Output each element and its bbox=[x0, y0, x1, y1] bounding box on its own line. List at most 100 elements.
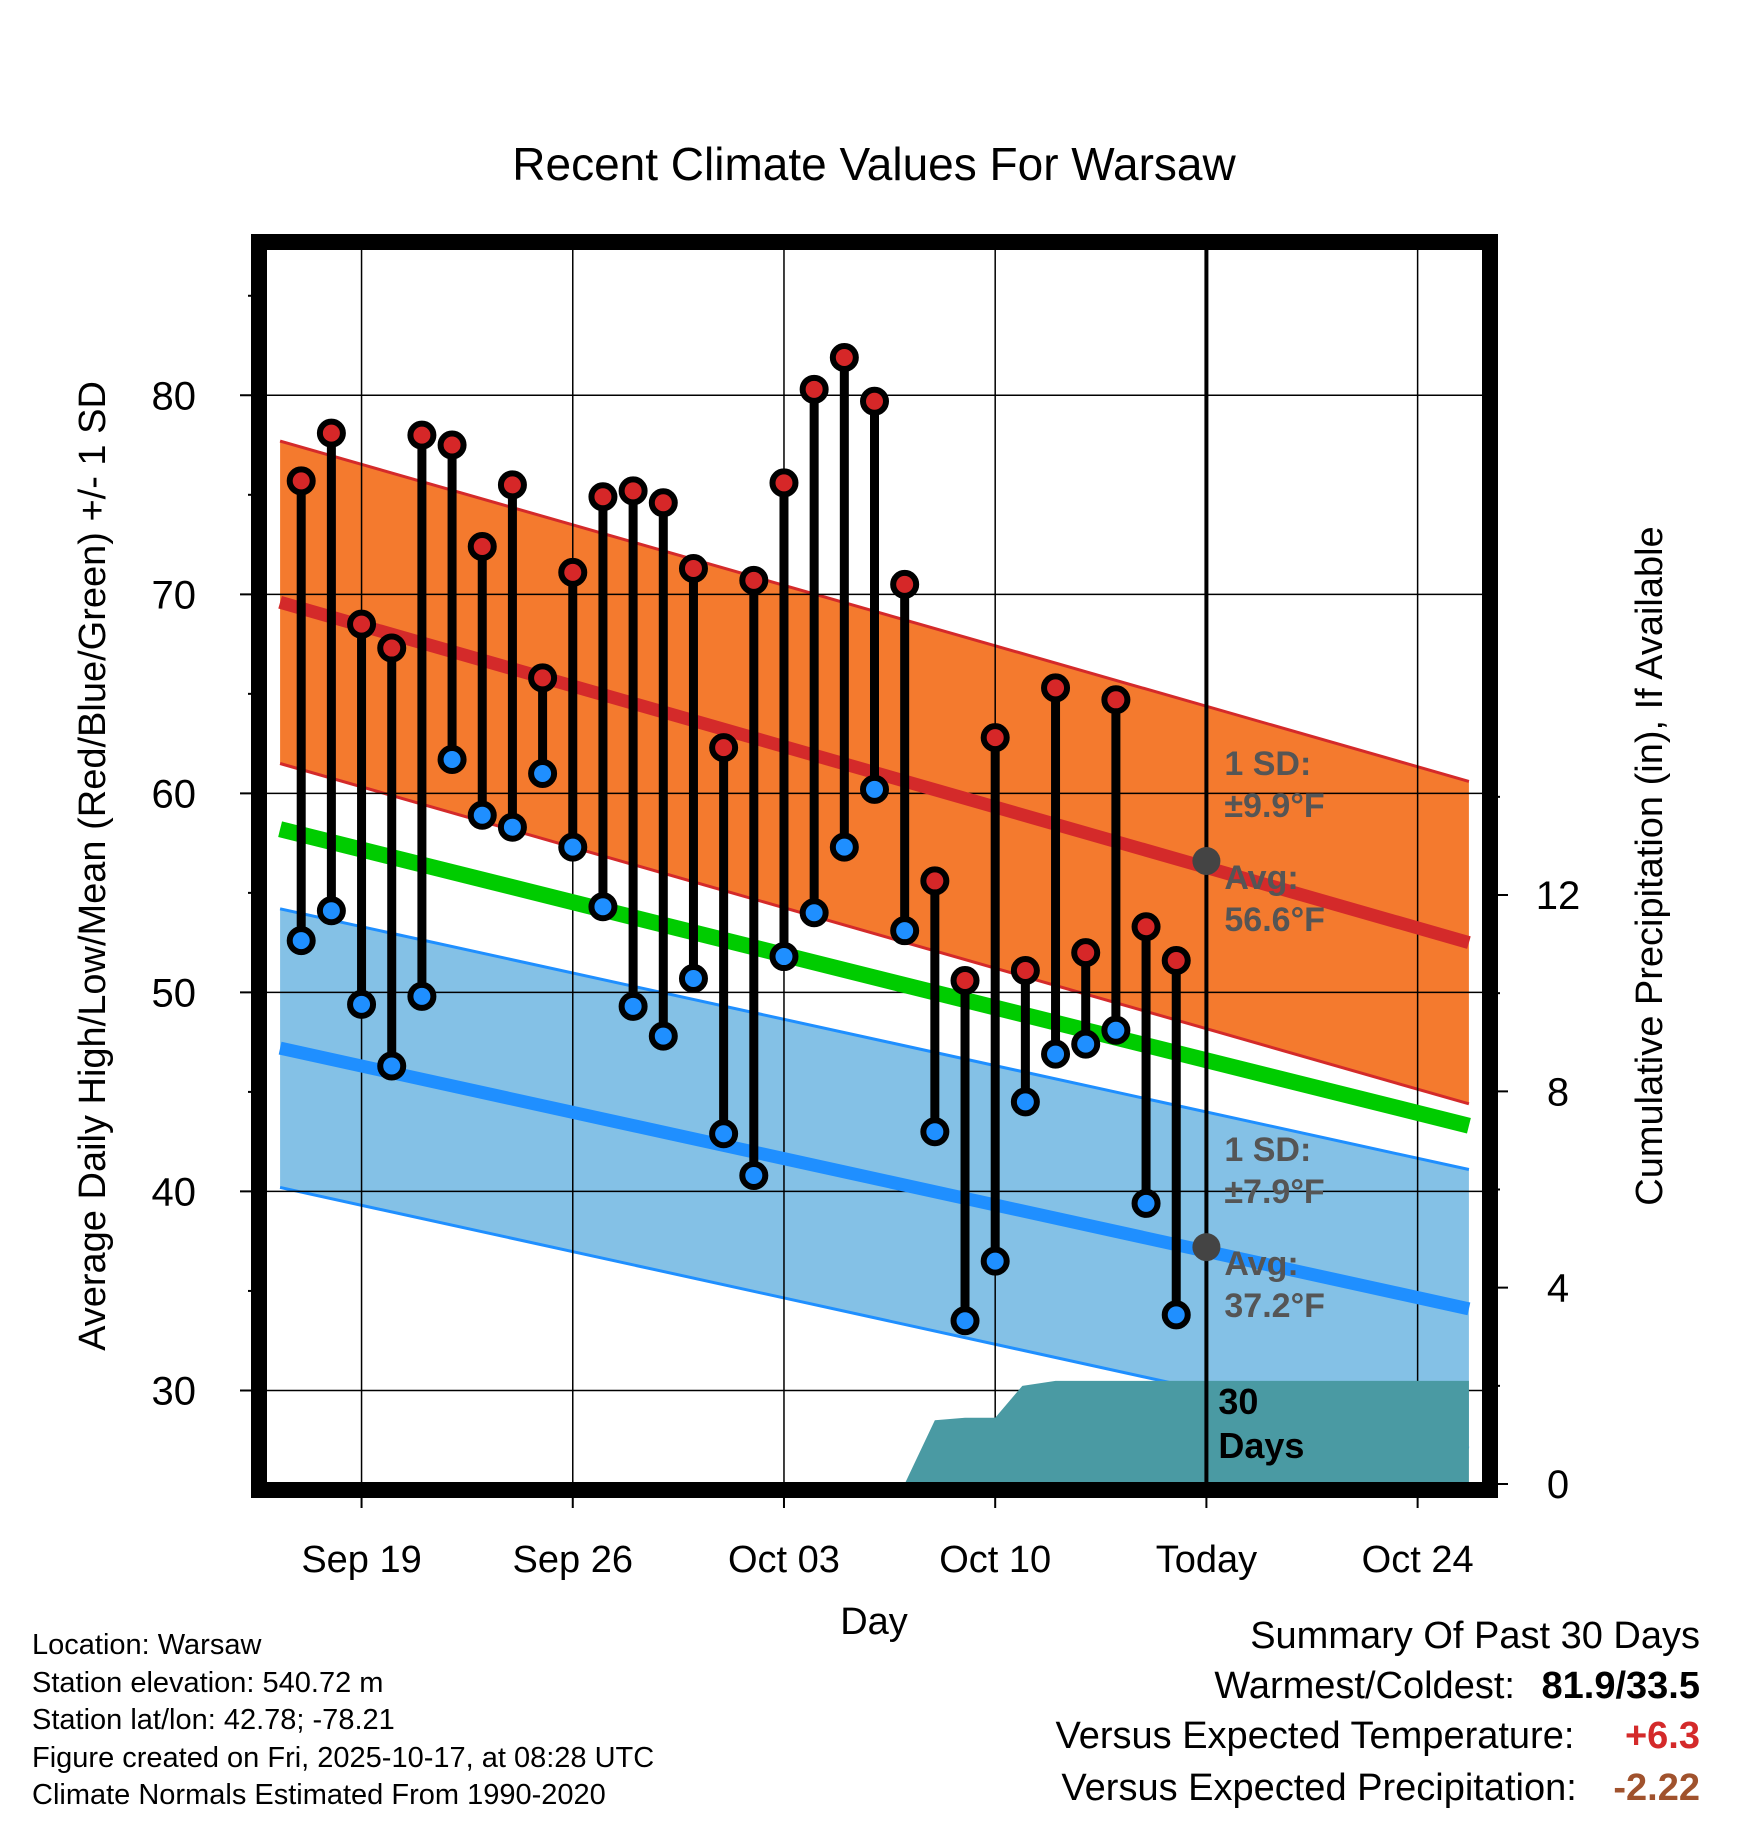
x-tick-label: Today bbox=[1156, 1539, 1257, 1581]
daily-low-point bbox=[890, 916, 920, 946]
summary-title: Summary Of Past 30 Days bbox=[1250, 1615, 1700, 1657]
annotation-high-avg-label: Avg: bbox=[1224, 859, 1298, 897]
y-axis-left: 30 40 50 60 70 80 bbox=[152, 294, 259, 1413]
y-tick-label: 30 bbox=[152, 1369, 197, 1413]
daily-high-point bbox=[286, 466, 316, 496]
meta-location: Location: Warsaw bbox=[32, 1629, 262, 1661]
daily-high-point bbox=[980, 723, 1010, 753]
meta-normals: Climate Normals Estimated From 1990-2020 bbox=[32, 1779, 606, 1811]
daily-low-point bbox=[739, 1160, 769, 1190]
daily-low-point bbox=[950, 1306, 980, 1336]
summary-temp: Versus Expected Temperature: +6.3 bbox=[1055, 1715, 1700, 1758]
summary-precip-label: Versus Expected Precipitation: bbox=[1061, 1767, 1577, 1809]
annotation-high-avg-value: 56.6°F bbox=[1224, 901, 1325, 939]
daily-low-point bbox=[1071, 1029, 1101, 1059]
daily-high-point bbox=[950, 965, 980, 995]
daily-low-point bbox=[347, 989, 377, 1019]
plot-frame bbox=[251, 234, 1498, 1498]
summary-temp-label: Versus Expected Temperature: bbox=[1055, 1715, 1575, 1757]
daily-high-point bbox=[377, 633, 407, 663]
y2-tick-label: 0 bbox=[1547, 1463, 1569, 1507]
daily-high-point bbox=[1071, 938, 1101, 968]
y-tick-label: 50 bbox=[152, 971, 197, 1015]
meta-elevation: Station elevation: 540.72 m bbox=[32, 1666, 384, 1699]
daily-high-point bbox=[618, 476, 648, 506]
daily-low-point bbox=[497, 812, 527, 842]
daily-low-point bbox=[286, 926, 316, 956]
precip-area bbox=[904, 1380, 1469, 1484]
daily-high-point bbox=[497, 470, 527, 500]
meta-latlon: Station lat/lon: 42.78; -78.21 bbox=[32, 1704, 395, 1736]
daily-high-point bbox=[1101, 685, 1131, 715]
daily-high-point bbox=[407, 420, 437, 450]
daily-high-point bbox=[1010, 955, 1040, 985]
daily-high-point bbox=[769, 468, 799, 498]
y-axis-label: Average Daily High/Low/Mean (Red/Blue/Gr… bbox=[72, 381, 114, 1351]
daily-low-point bbox=[407, 981, 437, 1011]
daily-high-point bbox=[678, 553, 708, 583]
y2-tick-label: 12 bbox=[1536, 874, 1581, 918]
daily-low-point bbox=[588, 892, 618, 922]
chart-title: Recent Climate Values For Warsaw bbox=[512, 138, 1236, 190]
daily-high-point bbox=[860, 386, 889, 416]
daily-high-point bbox=[829, 342, 859, 372]
daily-high-point bbox=[709, 733, 739, 763]
daily-high-point bbox=[890, 569, 920, 599]
annotation-low-sd-value: ±7.9°F bbox=[1224, 1173, 1324, 1211]
x-tick-label: Sep 26 bbox=[513, 1539, 633, 1581]
daily-low-point bbox=[860, 774, 889, 804]
daily-high-point bbox=[1131, 912, 1161, 942]
daily-low-point bbox=[558, 832, 588, 862]
daily-low-point bbox=[618, 991, 648, 1021]
low-sd-band-upper-edge bbox=[279, 907, 1470, 1171]
summary-temp-value: +6.3 bbox=[1624, 1715, 1700, 1757]
x-tick-label: Oct 03 bbox=[728, 1539, 840, 1581]
summary-warm-cold-value: 81.9/33.5 bbox=[1541, 1665, 1700, 1707]
x-tick-label: Oct 10 bbox=[939, 1539, 1051, 1581]
meta-created: Figure created on Fri, 2025-10-17, at 08… bbox=[32, 1741, 655, 1774]
normal-mean-line bbox=[278, 821, 1471, 1134]
summary-precip-value: -2.22 bbox=[1613, 1767, 1700, 1809]
daily-high-point bbox=[799, 374, 829, 404]
annotation-low-sd-label: 1 SD: bbox=[1224, 1131, 1311, 1169]
summary-warm-cold: Warmest/Coldest: 81.9/33.5 bbox=[1214, 1665, 1700, 1708]
daily-high-point bbox=[920, 866, 950, 896]
daily-high-point bbox=[739, 565, 769, 595]
daily-low-point bbox=[769, 942, 799, 972]
x-tick-label: Oct 24 bbox=[1362, 1539, 1474, 1581]
daily-low-point bbox=[980, 1246, 1010, 1276]
daily-low-point bbox=[316, 896, 346, 926]
summary-precip: Versus Expected Precipitation: -2.22 bbox=[1061, 1767, 1700, 1810]
y-axis-right: 0 4 8 12 bbox=[1490, 795, 1581, 1507]
annotation-high-sd-value: ±9.9°F bbox=[1224, 787, 1324, 825]
station-metadata: Location: Warsaw Station elevation: 540.… bbox=[32, 1627, 654, 1815]
daily-high-point bbox=[648, 488, 678, 518]
daily-high-point bbox=[467, 532, 497, 562]
annotation-low-avg-value: 37.2°F bbox=[1224, 1287, 1325, 1325]
summary-warm-cold-label: Warmest/Coldest: bbox=[1214, 1665, 1515, 1707]
annotation-low-avg-label: Avg: bbox=[1224, 1245, 1298, 1283]
daily-high-point bbox=[528, 663, 558, 693]
annotation-low-dot bbox=[1192, 1233, 1221, 1262]
annotation-high-sd-label: 1 SD: bbox=[1224, 745, 1311, 783]
x-tick-label: Sep 19 bbox=[301, 1539, 421, 1581]
y2-tick-label: 4 bbox=[1547, 1267, 1569, 1311]
daily-low-point bbox=[528, 758, 558, 788]
daily-low-point bbox=[920, 1117, 950, 1147]
daily-low-point bbox=[829, 832, 859, 862]
y2-tick-label: 8 bbox=[1547, 1070, 1569, 1114]
daily-high-point bbox=[437, 430, 467, 460]
normal-low-line bbox=[278, 1041, 1471, 1316]
daily-low-point bbox=[377, 1051, 407, 1081]
y2-axis-label: Cumulative Precipitation (in), If Availa… bbox=[1629, 526, 1671, 1205]
daily-high-point bbox=[347, 609, 377, 639]
daily-high-point bbox=[1161, 946, 1191, 976]
y-tick-label: 70 bbox=[152, 573, 197, 617]
x-axis-label: Day bbox=[840, 1601, 908, 1643]
daily-high-point bbox=[558, 557, 588, 587]
x-axis: Sep 19 Sep 26 Oct 03 Oct 10 Today Oct 24 bbox=[301, 1490, 1474, 1581]
precip-days-count: 30 bbox=[1218, 1381, 1258, 1422]
daily-low-point bbox=[1131, 1188, 1161, 1218]
daily-low-point bbox=[1041, 1039, 1071, 1069]
daily-high-point bbox=[588, 482, 618, 512]
